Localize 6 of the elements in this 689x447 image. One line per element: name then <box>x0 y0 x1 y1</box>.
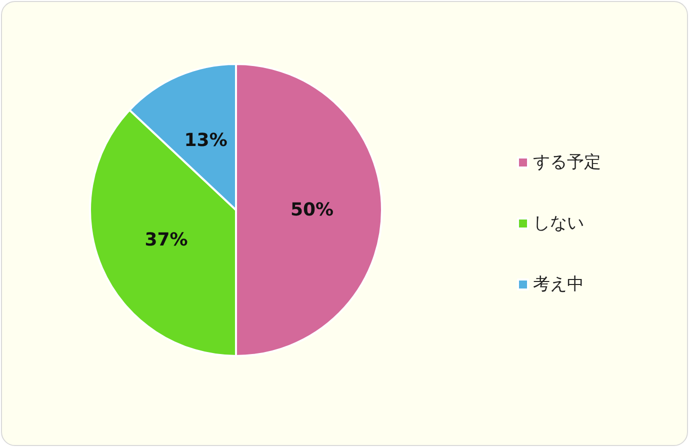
legend-label: する予定 <box>533 152 601 172</box>
data-label: 13% <box>184 130 228 151</box>
data-label: 37% <box>144 230 188 251</box>
data-label: 50% <box>290 200 334 220</box>
legend-label: 考え中 <box>533 274 584 294</box>
legend-label: しない <box>533 214 584 234</box>
